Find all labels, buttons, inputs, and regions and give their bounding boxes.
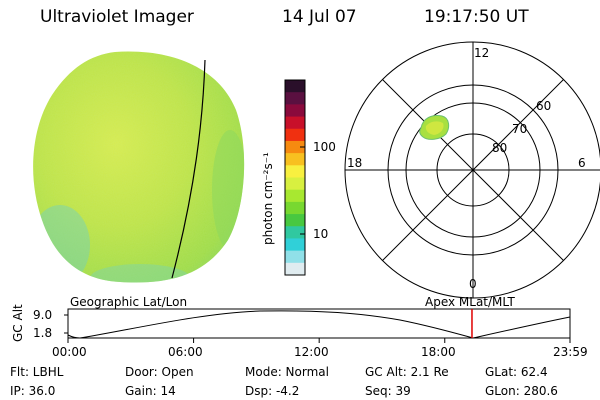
earth-disk-image <box>33 51 245 283</box>
colorbar-segment <box>285 80 305 93</box>
time-label: 19:17:50 UT <box>424 7 529 27</box>
mlt-label-18: 18 <box>347 156 363 170</box>
mode-readout: Mode: Normal <box>245 365 329 379</box>
timeline-xtick-0000: 00:00 <box>52 345 87 359</box>
colorbar-segment <box>285 92 305 105</box>
colorbar-segment <box>285 140 305 154</box>
mlt-label-12: 12 <box>474 46 490 60</box>
mlt-label-0: 0 <box>469 277 477 291</box>
colorbar-tick-label-100: 100 <box>313 140 336 154</box>
altitude-curve <box>67 310 571 339</box>
door-readout: Door: Open <box>125 365 194 379</box>
timeline-xtick-1200: 12:00 <box>294 345 329 359</box>
glon-readout: GLon: 280.6 <box>485 384 558 398</box>
timeline-ytick-9: 9.0 <box>33 308 53 322</box>
timeline-ytick-1.8: 1.8 <box>33 326 53 340</box>
ip-readout: IP: 36.0 <box>10 384 56 398</box>
seq-readout: Seq: 39 <box>365 384 411 398</box>
polar-diagonal-2 <box>382 79 564 261</box>
timeline-right-label: Apex MLat/MLT <box>425 295 515 309</box>
colorbar-tick-label-10: 10 <box>313 227 329 241</box>
gain-readout: Gain: 14 <box>125 384 176 398</box>
filter-readout: Flt: LBHL <box>10 365 64 379</box>
colorbar-segment <box>285 262 305 276</box>
colorbar-segment <box>285 128 305 142</box>
timeline-xtick-2359: 23:59 <box>553 345 588 359</box>
gc-alt-readout: GC Alt: 2.1 Re <box>365 365 449 379</box>
glat-readout: GLat: 62.4 <box>485 365 548 379</box>
colorbar-segment <box>285 189 305 203</box>
colorbar-segment <box>285 250 305 264</box>
dsp-readout: Dsp: -4.2 <box>245 384 300 398</box>
lat-label-70: 70 <box>512 122 528 136</box>
colorbar-segment <box>285 214 305 227</box>
timeline-xtick-1800: 18:00 <box>421 345 456 359</box>
colorbar-segment <box>285 201 305 215</box>
colorbar-segment <box>285 104 305 118</box>
colorbar-segment <box>285 153 305 166</box>
mlt-label-6: 6 <box>578 156 586 170</box>
date-label: 14 Jul 07 <box>282 7 357 27</box>
colorbar-segment <box>285 238 305 252</box>
colorbar-segment <box>285 116 305 130</box>
instrument-title: Ultraviolet Imager <box>40 7 194 27</box>
colorbar-segment <box>285 177 305 191</box>
colorbar-segment <box>285 165 305 178</box>
terminator-line <box>171 59 206 279</box>
timeline-left-label: Geographic Lat/Lon <box>70 295 188 309</box>
lat-label-60: 60 <box>536 99 552 113</box>
colorbar-segment <box>285 226 305 239</box>
timeline-xtick-0600: 06:00 <box>168 345 203 359</box>
lat-label-80: 80 <box>492 141 508 155</box>
